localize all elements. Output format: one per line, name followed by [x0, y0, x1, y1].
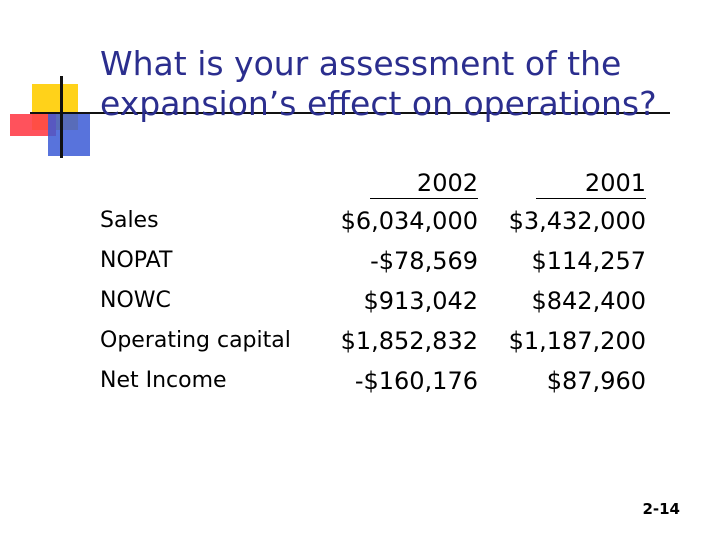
row-label-sales: Sales [100, 208, 159, 233]
value-nowc-2001: $842,400 [531, 287, 646, 315]
value-nowc-2002: $913,042 [363, 287, 478, 315]
values-column-2002: $6,034,000 -$78,569 $913,042 $1,852,832 … [318, 203, 478, 403]
logo-red-bar [10, 114, 56, 136]
column-header-2001: 2001 [536, 168, 646, 199]
value-nopat-2001: $114,257 [531, 247, 646, 275]
value-sales-2002: $6,034,000 [340, 207, 478, 235]
values-column-2001: $3,432,000 $114,257 $842,400 $1,187,200 … [486, 203, 646, 403]
logo-vertical-line [60, 76, 63, 158]
row-labels: Sales NOPAT NOWC Operating capital Net I… [100, 203, 291, 403]
logo-blue-square [48, 114, 90, 156]
slide-title: What is your assessment of the expansion… [100, 44, 657, 123]
column-header-2002: 2002 [370, 168, 478, 199]
value-net-income-2001: $87,960 [546, 367, 646, 395]
value-operating-capital-2001: $1,187,200 [508, 327, 646, 355]
row-label-operating-capital: Operating capital [100, 328, 291, 353]
row-label-nowc: NOWC [100, 288, 171, 313]
value-nopat-2002: -$78,569 [370, 247, 478, 275]
title-divider-line [30, 112, 670, 114]
value-operating-capital-2002: $1,852,832 [340, 327, 478, 355]
page-number: 2-14 [642, 500, 680, 518]
value-net-income-2002: -$160,176 [354, 367, 478, 395]
value-sales-2001: $3,432,000 [508, 207, 646, 235]
row-label-net-income: Net Income [100, 368, 227, 393]
row-label-nopat: NOPAT [100, 248, 173, 273]
